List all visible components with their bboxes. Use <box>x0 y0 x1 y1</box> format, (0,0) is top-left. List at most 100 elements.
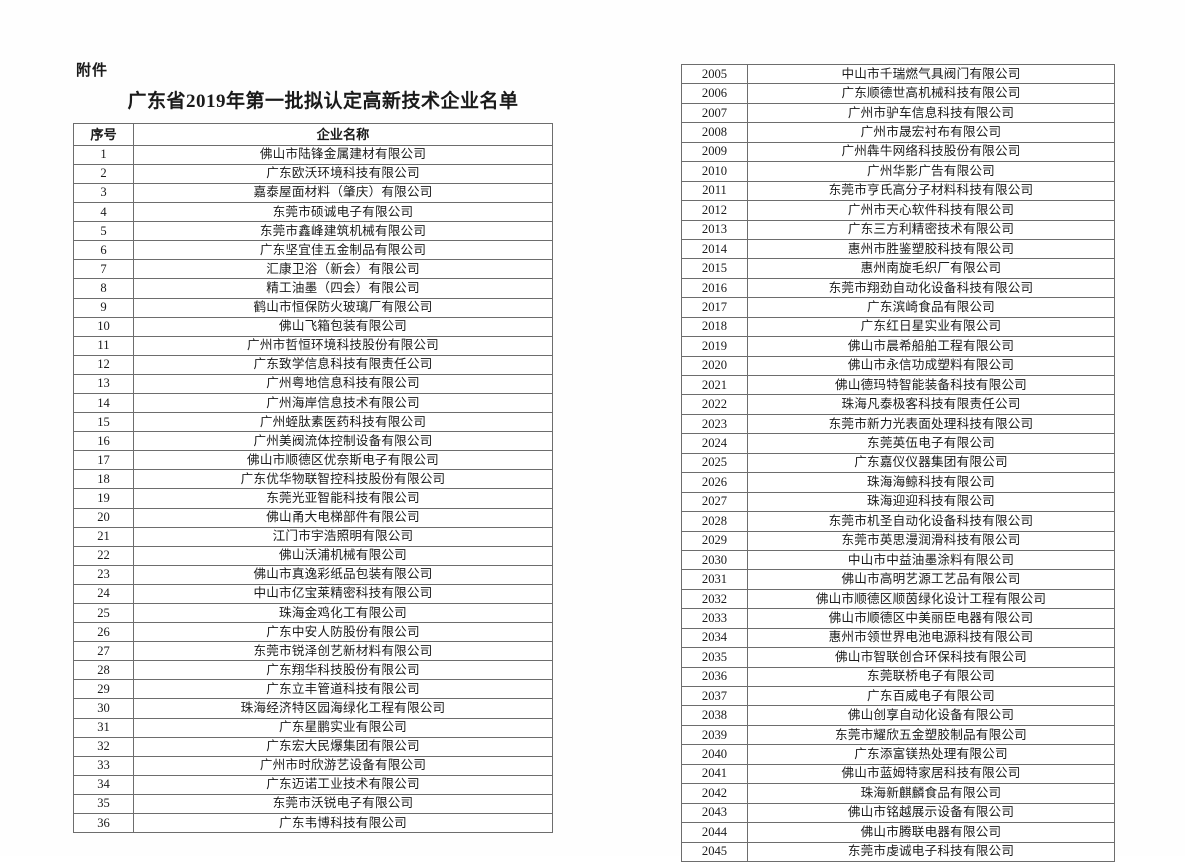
row-number-cell: 2016 <box>681 277 748 299</box>
enterprise-name-cell: 中山市亿宝莱精密科技有限公司 <box>133 583 553 605</box>
table-row: 2043 佛山市铭越展示设备有限公司 <box>681 802 1115 824</box>
table-row: 4 东莞市硕诚电子有限公司 <box>73 202 553 223</box>
row-number-cell: 2015 <box>681 258 748 279</box>
table-row: 2020 佛山市永信功成塑料有限公司 <box>681 355 1115 377</box>
row-number-cell: 2040 <box>681 744 748 765</box>
row-number-cell: 2039 <box>681 724 748 746</box>
row-number-cell: 2006 <box>681 83 748 104</box>
table-row: 6 广东坚宜佳五金制品有限公司 <box>73 240 553 261</box>
row-number-cell: 2013 <box>681 219 748 240</box>
row-number-cell: 2010 <box>681 161 748 182</box>
enterprise-name-cell: 广州犇牛网络科技股份有限公司 <box>747 141 1115 163</box>
table-row: 28 广东翔华科技股份有限公司 <box>73 660 553 681</box>
table-row: 2024 东莞英伍电子有限公司 <box>681 433 1115 454</box>
enterprise-name-cell: 佛山市顺德区中美丽臣电器有限公司 <box>747 608 1115 629</box>
row-number-cell: 2036 <box>681 666 748 688</box>
table-row: 21 江门市宇浩照明有限公司 <box>73 526 553 547</box>
table-row: 14 广州海岸信息技术有限公司 <box>73 392 553 414</box>
enterprise-name-cell: 惠州市领世界电池电源科技有限公司 <box>747 627 1115 649</box>
table-row: 2013 广东三方利精密技术有限公司 <box>681 219 1115 240</box>
row-number-cell: 26 <box>73 622 134 643</box>
enterprise-name-cell: 佛山市顺德区顺茵绿化设计工程有限公司 <box>747 588 1115 610</box>
row-number-cell: 2021 <box>681 374 748 396</box>
table-row: 25 珠海金鸡化工有限公司 <box>73 602 553 624</box>
table-row: 2041 佛山市蓝姆特家居科技有限公司 <box>681 763 1115 785</box>
table-row: 13 广州粤地信息科技有限公司 <box>73 373 553 394</box>
row-number-cell: 2030 <box>681 549 748 571</box>
table-row: 2 广东欧沃环境科技有限公司 <box>73 163 553 184</box>
row-number-cell: 20 <box>73 507 134 528</box>
row-number-cell: 2031 <box>681 569 748 590</box>
table-row: 2026 珠海海鲸科技有限公司 <box>681 472 1115 493</box>
table-row: 5 东莞市鑫峰建筑机械有限公司 <box>73 221 553 242</box>
enterprise-name-cell: 广东滨崎食品有限公司 <box>747 297 1115 318</box>
row-number-cell: 2008 <box>681 122 748 143</box>
row-number-cell: 2027 <box>681 491 748 513</box>
table-row: 1 佛山市陆锋金属建材有限公司 <box>73 144 553 165</box>
enterprise-name-cell: 嘉泰屋面材料（肇庆）有限公司 <box>133 182 553 204</box>
row-number-cell: 2023 <box>681 413 748 435</box>
enterprise-name-cell: 佛山沃浦机械有限公司 <box>133 545 553 566</box>
enterprise-name-cell: 珠海凡泰极客科技有限责任公司 <box>747 394 1115 415</box>
enterprise-name-cell: 东莞市硕诚电子有限公司 <box>133 202 553 223</box>
table-row: 36 广东韦博科技有限公司 <box>73 813 553 834</box>
table-row: 19 东莞光亚智能科技有限公司 <box>73 488 553 509</box>
enterprise-name-cell: 广东欧沃环境科技有限公司 <box>133 163 553 184</box>
enterprise-name-cell: 广州市天心软件科技有限公司 <box>747 200 1115 221</box>
table-row: 20 佛山甬大电梯部件有限公司 <box>73 507 553 528</box>
enterprise-name-cell: 佛山甬大电梯部件有限公司 <box>133 507 553 528</box>
row-number-cell: 31 <box>73 717 134 738</box>
table-row: 2025 广东嘉仪仪器集团有限公司 <box>681 452 1115 474</box>
enterprise-name-cell: 佛山市铭越展示设备有限公司 <box>747 802 1115 824</box>
table-row: 2029 东莞市英思漫润滑科技有限公司 <box>681 530 1115 551</box>
enterprise-name-cell: 东莞市机圣自动化设备科技有限公司 <box>747 511 1115 532</box>
enterprise-name-cell: 广东星鹏实业有限公司 <box>133 717 553 738</box>
table-row: 2006 广东顺德世高机械科技有限公司 <box>681 83 1115 104</box>
table-row: 2022 珠海凡泰极客科技有限责任公司 <box>681 394 1115 415</box>
table-row: 24 中山市亿宝莱精密科技有限公司 <box>73 583 553 605</box>
row-number-cell: 15 <box>73 412 134 433</box>
enterprise-name-cell: 珠海海鲸科技有限公司 <box>747 472 1115 493</box>
table-row: 9 鹤山市恒保防火玻璃厂有限公司 <box>73 297 553 318</box>
enterprise-name-cell: 广东宏大民爆集团有限公司 <box>133 736 553 757</box>
enterprise-name-cell: 广州蛭肽素医药科技有限公司 <box>133 412 553 433</box>
enterprise-name-cell: 广州粤地信息科技有限公司 <box>133 373 553 394</box>
enterprise-name-cell: 佛山市高明艺源工艺品有限公司 <box>747 569 1115 590</box>
left-column: 附件 广东省2019年第一批拟认定高新技术企业名单 序号 企业名称 1 佛山市陆锋… <box>73 62 553 834</box>
table-row: 2031 佛山市高明艺源工艺品有限公司 <box>681 569 1115 590</box>
table-row: 2033 佛山市顺德区中美丽臣电器有限公司 <box>681 608 1115 629</box>
row-number-cell: 12 <box>73 354 134 375</box>
enterprise-name-cell: 广东百威电子有限公司 <box>747 685 1115 707</box>
table-row: 2005 中山市千瑞燃气具阀门有限公司 <box>681 63 1115 85</box>
enterprise-name-cell: 珠海新麒麟食品有限公司 <box>747 783 1115 804</box>
row-number-cell: 30 <box>73 698 134 719</box>
row-number-cell: 18 <box>73 469 134 490</box>
row-number-cell: 2029 <box>681 530 748 551</box>
enterprise-name-cell: 汇康卫浴（新会）有限公司 <box>133 259 553 280</box>
table-row: 2023 东莞市新力光表面处理科技有限公司 <box>681 413 1115 435</box>
enterprise-name-cell: 东莞联桥电子有限公司 <box>747 666 1115 688</box>
row-number-cell: 32 <box>73 736 134 757</box>
enterprise-name-cell: 广州市时欣游艺设备有限公司 <box>133 755 553 776</box>
table-row: 8 精工油墨（四会）有限公司 <box>73 278 553 299</box>
table-row: 26 广东中安人防股份有限公司 <box>73 622 553 643</box>
enterprise-name-cell: 佛山市真逸彩纸品包装有限公司 <box>133 564 553 585</box>
row-number-cell: 2035 <box>681 647 748 668</box>
row-number-cell: 17 <box>73 450 134 471</box>
enterprise-name-cell: 佛山市智联创合环保科技有限公司 <box>747 647 1115 668</box>
row-number-cell: 2 <box>73 163 134 184</box>
enterprise-name-cell: 广东坚宜佳五金制品有限公司 <box>133 240 553 261</box>
table-row: 18 广东优华物联智控科技股份有限公司 <box>73 469 553 490</box>
row-number-cell: 27 <box>73 641 134 662</box>
row-number-cell: 2038 <box>681 705 748 726</box>
enterprise-name-cell: 广州海岸信息技术有限公司 <box>133 392 553 414</box>
enterprise-name-cell: 鹤山市恒保防火玻璃厂有限公司 <box>133 297 553 318</box>
row-number-cell: 13 <box>73 373 134 394</box>
enterprise-name-cell: 珠海迎迎科技有限公司 <box>747 491 1115 513</box>
row-number-cell: 29 <box>73 679 134 700</box>
table-row: 2035 佛山市智联创合环保科技有限公司 <box>681 647 1115 668</box>
enterprise-name-cell: 广州市哲恒环境科技股份有限公司 <box>133 335 553 356</box>
table-row: 2027 珠海迎迎科技有限公司 <box>681 491 1115 513</box>
row-number-cell: 2037 <box>681 685 748 707</box>
table-row: 35 东莞市沃锐电子有限公司 <box>73 793 553 815</box>
